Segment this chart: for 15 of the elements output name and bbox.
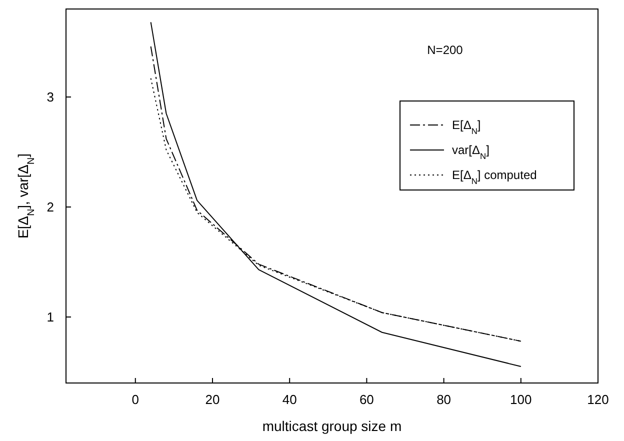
x-tick-label: 20 [205,392,220,407]
x-tick-label: 100 [510,392,532,407]
x-tick-label: 80 [436,392,452,407]
legend-label: var[Δ$_{N}$] [452,143,490,161]
annotation: N=200 [427,43,464,57]
y-tick-label: 2 [46,200,54,214]
y-tick-label: 3 [46,90,54,104]
x-tick-label: 0 [132,392,140,407]
x-axis-title: multicast group size m [262,418,402,434]
x-tick-label: 40 [282,392,297,407]
y-tick-label: 1 [46,310,54,324]
legend-label: E[Δ$_{N}$] [452,118,481,136]
legend-label: E[Δ$_{N}$] computed [452,168,537,186]
x-tick-label: 120 [587,392,609,407]
x-tick-label: 60 [359,392,374,407]
